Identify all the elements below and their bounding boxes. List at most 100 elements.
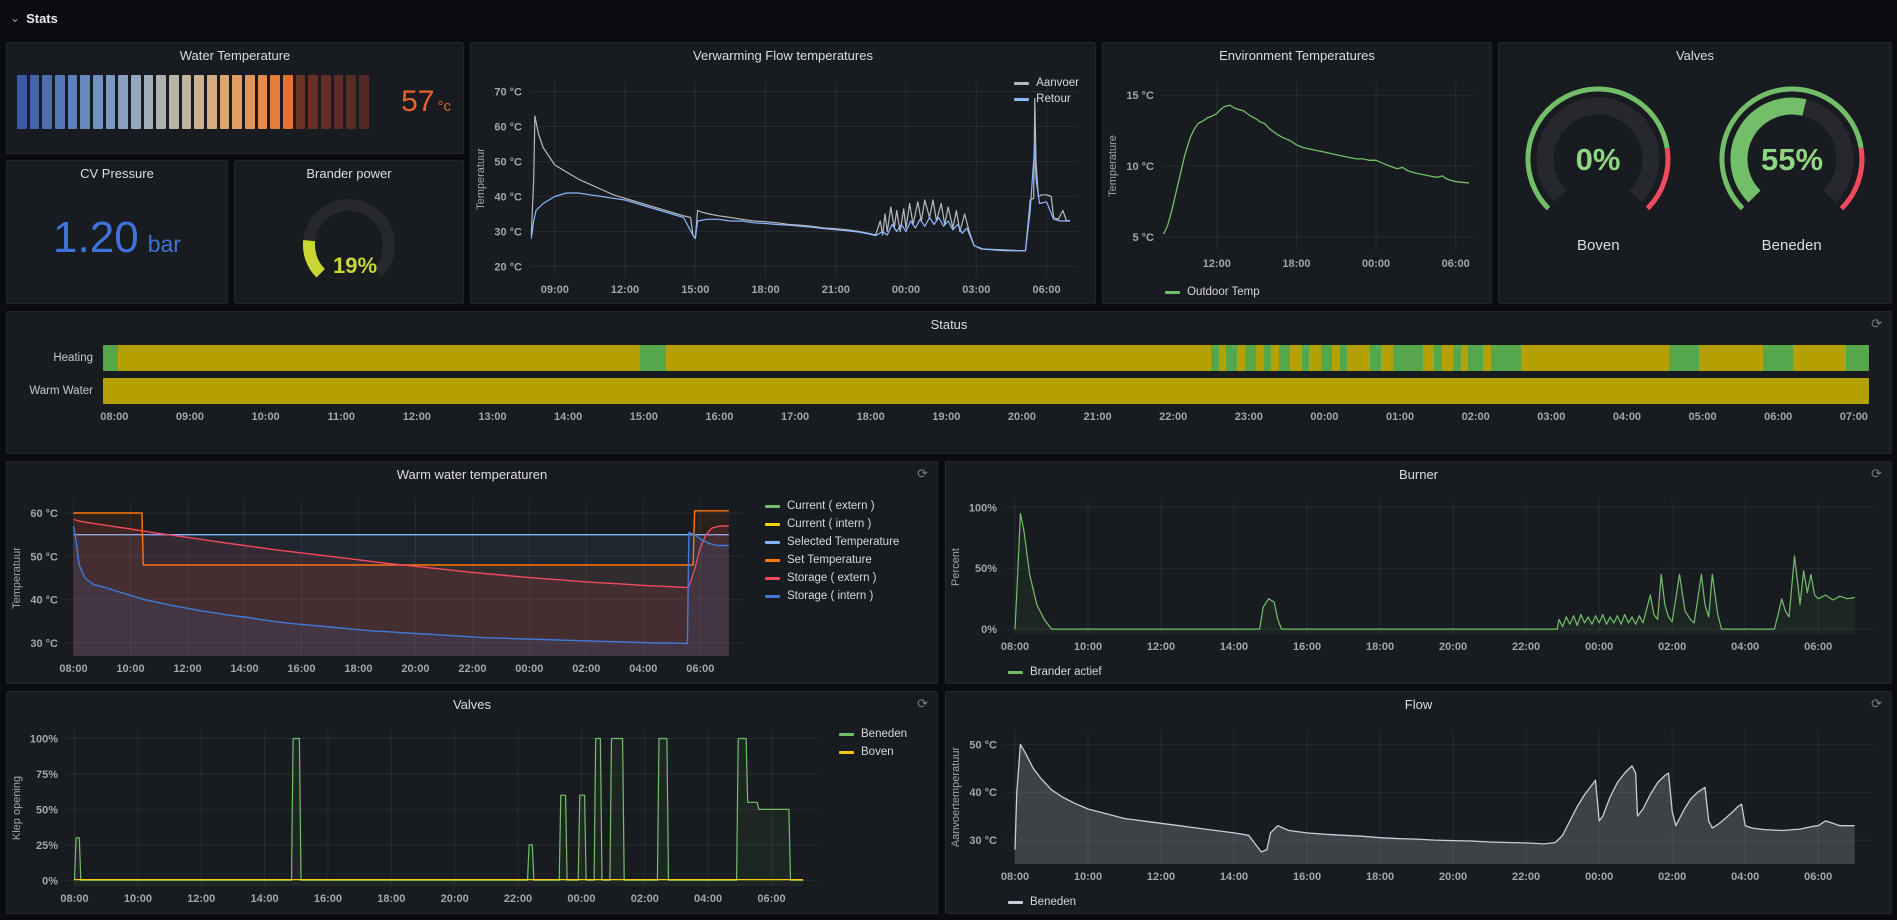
- svg-text:14:00: 14:00: [251, 893, 279, 905]
- panel-refresh-icon[interactable]: ⟳: [917, 696, 928, 711]
- axis-tick-label: 12:00: [402, 411, 431, 423]
- svg-text:18:00: 18:00: [377, 893, 405, 905]
- panel-title[interactable]: Water Temperature: [179, 48, 291, 63]
- flow-chart[interactable]: 08:00 10:00 12:00 14:00 16:00 18:00 20:00 22:00…: [946, 718, 1887, 886]
- legend-item-current-extern[interactable]: Current ( extern ): [765, 500, 925, 512]
- legend-item-current-intern[interactable]: Current ( intern ): [765, 518, 925, 530]
- svg-text:14:00: 14:00: [230, 663, 258, 675]
- svg-text:50%: 50%: [36, 804, 58, 816]
- svg-text:100%: 100%: [30, 734, 58, 746]
- svg-text:60 °C: 60 °C: [494, 122, 522, 134]
- status-timeline[interactable]: Heating Warm Water: [7, 345, 1891, 404]
- panel-refresh-icon[interactable]: ⟳: [1871, 466, 1882, 481]
- legend-series-label: Set Temperature: [787, 554, 872, 566]
- legend-item-storage-intern[interactable]: Storage ( intern ): [765, 590, 925, 602]
- legend-item-selected-temperature[interactable]: Selected Temperature: [765, 536, 925, 548]
- svg-text:16:00: 16:00: [287, 663, 315, 675]
- svg-text:100%: 100%: [969, 502, 997, 514]
- legend-item-retour[interactable]: Retour: [1014, 93, 1071, 105]
- svg-text:20:00: 20:00: [401, 663, 429, 675]
- status-segment: [1668, 345, 1699, 371]
- status-segment: [1320, 345, 1332, 371]
- panel-title[interactable]: Brander power: [306, 166, 392, 181]
- svg-text:50%: 50%: [975, 563, 997, 575]
- legend-item-beneden[interactable]: Beneden: [839, 728, 923, 740]
- status-segment: [1211, 345, 1219, 371]
- svg-text:18:00: 18:00: [1366, 871, 1394, 883]
- water-temp-body: 57 °c: [7, 69, 463, 129]
- bar-gauge-cell: [181, 75, 192, 129]
- legend-item-beneden[interactable]: Beneden: [1008, 896, 1076, 908]
- status-segment: [1279, 345, 1291, 371]
- panel-refresh-icon[interactable]: ⟳: [917, 466, 928, 481]
- svg-text:22:00: 22:00: [504, 893, 532, 905]
- status-bar-heating[interactable]: [103, 345, 1869, 371]
- svg-text:00:00: 00:00: [1362, 258, 1390, 270]
- panel-refresh-icon[interactable]: ⟳: [1871, 316, 1882, 331]
- panel-valves-gauges: Valves 0% Boven 55% Beneden: [1498, 42, 1892, 304]
- axis-tick-label: 22:00: [1159, 411, 1188, 423]
- burner-chart[interactable]: 08:00 10:00 12:00 14:00 16:00 18:00 20:00 22:00…: [946, 488, 1887, 656]
- panel-title[interactable]: Verwarming Flow temperatures: [693, 48, 873, 63]
- status-segment: [1339, 345, 1348, 371]
- legend-item-brander-actief[interactable]: Brander actief: [1008, 666, 1102, 678]
- status-segment: [103, 345, 119, 371]
- panel-title[interactable]: CV Pressure: [80, 166, 154, 181]
- axis-tick-label: 09:00: [175, 411, 205, 423]
- status-row-label: Warm Water: [29, 385, 93, 397]
- axis-tick-label: 11:00: [327, 411, 355, 423]
- axis-tick-label: 13:00: [478, 411, 507, 423]
- legend-series-label: Selected Temperature: [787, 536, 900, 548]
- panel-title[interactable]: Flow: [1404, 697, 1433, 712]
- panel-title[interactable]: Environment Temperatures: [1219, 48, 1375, 63]
- panel-title[interactable]: Warm water temperaturen: [396, 467, 548, 482]
- valves-chart[interactable]: 08:00 10:00 12:00 14:00 16:00 18:00 20:00 22:00…: [7, 718, 833, 908]
- svg-text:10:00: 10:00: [1074, 871, 1102, 883]
- svg-text:21:00: 21:00: [822, 284, 850, 296]
- svg-text:0%: 0%: [1576, 142, 1621, 177]
- svg-text:30 °C: 30 °C: [494, 227, 522, 239]
- panel-title[interactable]: Valves: [452, 697, 492, 712]
- chart-legend: Aanvoer Retour: [1014, 77, 1079, 105]
- legend-series-swatch: [765, 576, 780, 580]
- axis-tick-label: 02:00: [1461, 411, 1490, 423]
- svg-text:Percent: Percent: [950, 548, 962, 586]
- svg-text:Temperature: Temperature: [1107, 135, 1119, 197]
- panel-refresh-icon[interactable]: ⟳: [1871, 696, 1882, 711]
- svg-text:06:00: 06:00: [1033, 284, 1061, 296]
- panel-title[interactable]: Valves: [1675, 48, 1715, 63]
- svg-text:22:00: 22:00: [1512, 871, 1540, 883]
- svg-text:14:00: 14:00: [1220, 871, 1248, 883]
- legend-series-swatch: [1014, 81, 1030, 85]
- status-segment: [1369, 345, 1382, 371]
- warm-water-chart[interactable]: 08:00 10:00 12:00 14:00 16:00 18:00 20:00 22:00…: [7, 488, 757, 678]
- environment-chart[interactable]: 12:00 18:00 00:00 06:00 5 °C 10 °C 15 °C Temper…: [1103, 69, 1487, 273]
- verwarming-flow-chart[interactable]: 09:00 12:00 15:00 18:00 21:00 00:00 03:00 06:00…: [471, 69, 1091, 299]
- legend-item-set-temperature[interactable]: Set Temperature: [765, 554, 925, 566]
- bar-gauge-cell: [333, 75, 344, 129]
- legend-series-swatch: [765, 594, 780, 598]
- axis-tick-label: 05:00: [1688, 411, 1717, 423]
- legend-item-boven[interactable]: Boven: [839, 746, 923, 758]
- row-collapse-toggle[interactable]: ⌄ Stats: [10, 11, 58, 26]
- bar-gauge-cell: [257, 75, 268, 129]
- bar-gauge-cell: [118, 75, 129, 129]
- legend-series-label: Beneden: [1030, 896, 1077, 908]
- legend-item-storage-extern[interactable]: Storage ( extern ): [765, 572, 925, 584]
- bar-gauge-cell: [232, 75, 243, 129]
- svg-text:08:00: 08:00: [59, 663, 87, 675]
- bar-gauge-cell: [17, 75, 27, 129]
- legend-series-swatch: [839, 732, 854, 736]
- legend-series-swatch: [765, 558, 780, 562]
- svg-text:12:00: 12:00: [173, 663, 201, 675]
- bar-gauge-cell: [308, 75, 319, 129]
- bar-gauge-cell: [169, 75, 179, 129]
- svg-text:18:00: 18:00: [751, 284, 779, 296]
- bar-gauge-cell: [156, 75, 167, 129]
- legend-item-aanvoer[interactable]: Aanvoer: [1014, 77, 1079, 89]
- panel-environment-temperatures: Environment Temperatures 12:00 18:00 00:00…: [1102, 42, 1492, 304]
- legend-item-outdoor-temp[interactable]: Outdoor Temp: [1165, 286, 1260, 298]
- panel-title[interactable]: Burner: [1398, 467, 1439, 482]
- panel-title[interactable]: Status: [930, 317, 968, 332]
- status-bar-warm-water[interactable]: [103, 378, 1869, 404]
